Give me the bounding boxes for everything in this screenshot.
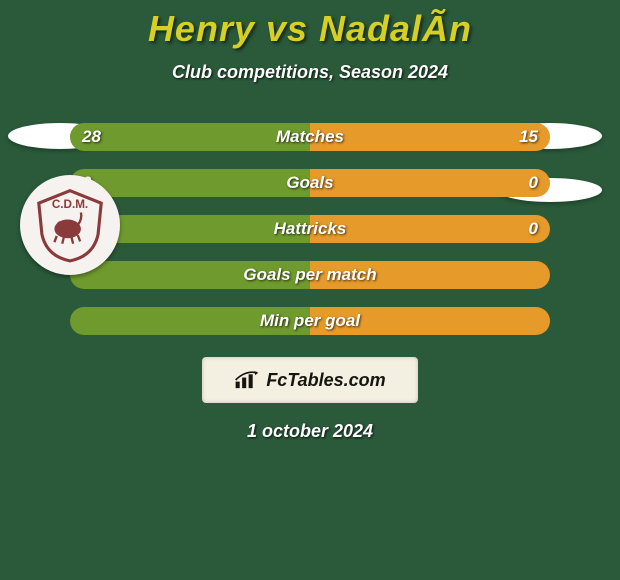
brand-box[interactable]: FcTables.com xyxy=(202,357,418,403)
stat-bar: Min per goal xyxy=(70,307,550,335)
stat-label: Goals xyxy=(70,173,550,193)
comparison-card: Henry vs NadalÃ­n Club competitions, Sea… xyxy=(0,0,620,580)
stat-label: Goals per match xyxy=(70,265,550,285)
brand-text: FcTables.com xyxy=(266,370,385,391)
stat-bar: Goals per match xyxy=(70,261,550,289)
page-title: Henry vs NadalÃ­n xyxy=(0,8,620,50)
brand-chart-icon xyxy=(234,370,260,390)
stat-bar: Matches28 15 xyxy=(70,123,550,151)
stat-value-right: 0 xyxy=(529,173,538,193)
snapshot-date: 1 october 2024 xyxy=(0,421,620,442)
page-subtitle: Club competitions, Season 2024 xyxy=(0,62,620,83)
stat-bar: Hattricks00 xyxy=(70,215,550,243)
club-badge: C.D.M. xyxy=(20,175,120,275)
stat-value-right: 0 xyxy=(529,219,538,239)
stat-bar: Goals00 xyxy=(70,169,550,197)
stat-label: Hattricks xyxy=(70,219,550,239)
club-badge-icon: C.D.M. xyxy=(31,186,109,264)
stat-value-right: 15 xyxy=(519,127,538,147)
stat-value-left: 28 xyxy=(82,127,101,147)
stat-label: Min per goal xyxy=(70,311,550,331)
stat-label: Matches xyxy=(70,127,550,147)
svg-text:C.D.M.: C.D.M. xyxy=(52,198,88,211)
stat-rows: Matches2815Goals00Hattricks00Goals per m… xyxy=(70,123,550,335)
